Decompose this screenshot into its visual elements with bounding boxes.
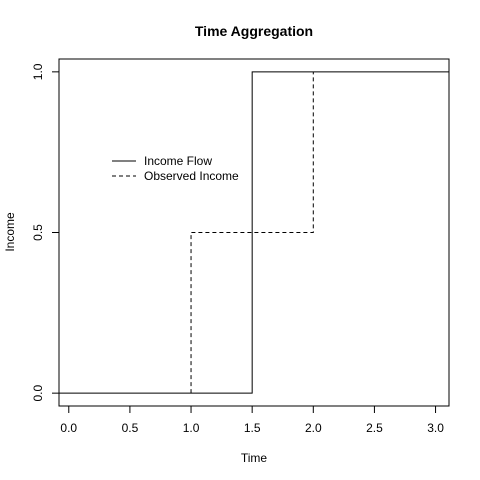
plot-frame: [58, 58, 450, 407]
series-layer: [59, 71, 449, 394]
legend: Income Flow Observed Income: [112, 154, 239, 183]
y-axis-label: Income: [3, 212, 17, 252]
y-tick-label: 1.0: [31, 63, 45, 80]
x-tick-label: 0.0: [60, 421, 77, 435]
x-tick-label: 3.0: [427, 421, 444, 435]
x-tick-label: 2.0: [305, 421, 322, 435]
y-tick-label: 0.0: [31, 384, 45, 401]
y-tick-label: 0.5: [31, 224, 45, 241]
x-axis: 0.0 0.5 1.0 1.5 2.0 2.5 3.0: [60, 405, 444, 435]
chart-title: Time Aggregation: [195, 23, 313, 39]
legend-label-income-flow: Income Flow: [144, 154, 212, 168]
x-axis-label: Time: [241, 451, 268, 465]
series-line-income-flow: [59, 71, 449, 394]
x-tick-label: 2.5: [366, 421, 383, 435]
y-axis: 0.0 0.5 1.0: [31, 63, 60, 401]
x-tick-label: 1.5: [244, 421, 261, 435]
x-tick-label: 1.0: [183, 421, 200, 435]
legend-label-observed-income: Observed Income: [144, 169, 239, 183]
series-line-observed-income: [190, 71, 314, 394]
x-tick-label: 0.5: [122, 421, 139, 435]
